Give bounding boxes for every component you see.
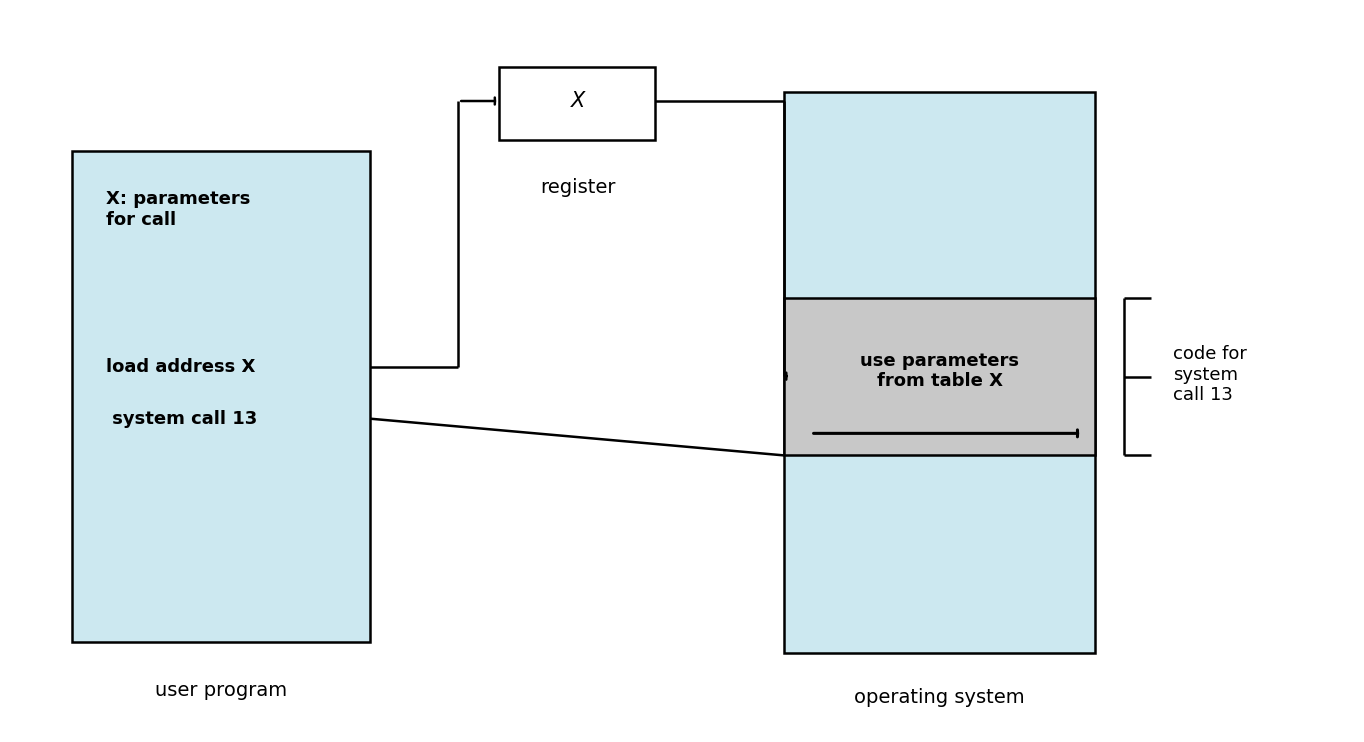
Text: system call 13: system call 13 — [106, 410, 256, 427]
Text: X: X — [570, 91, 585, 111]
Text: register: register — [540, 178, 615, 197]
Text: use parameters
from table X: use parameters from table X — [861, 352, 1019, 390]
Bar — [784, 92, 1095, 654]
Bar — [784, 298, 1095, 456]
Text: code for
system
call 13: code for system call 13 — [1173, 345, 1247, 404]
Text: operating system: operating system — [854, 688, 1024, 707]
Text: user program: user program — [155, 680, 288, 700]
Bar — [499, 67, 655, 140]
Bar — [72, 151, 370, 643]
Text: load address X: load address X — [106, 358, 255, 376]
Text: X: parameters
for call: X: parameters for call — [106, 190, 250, 229]
